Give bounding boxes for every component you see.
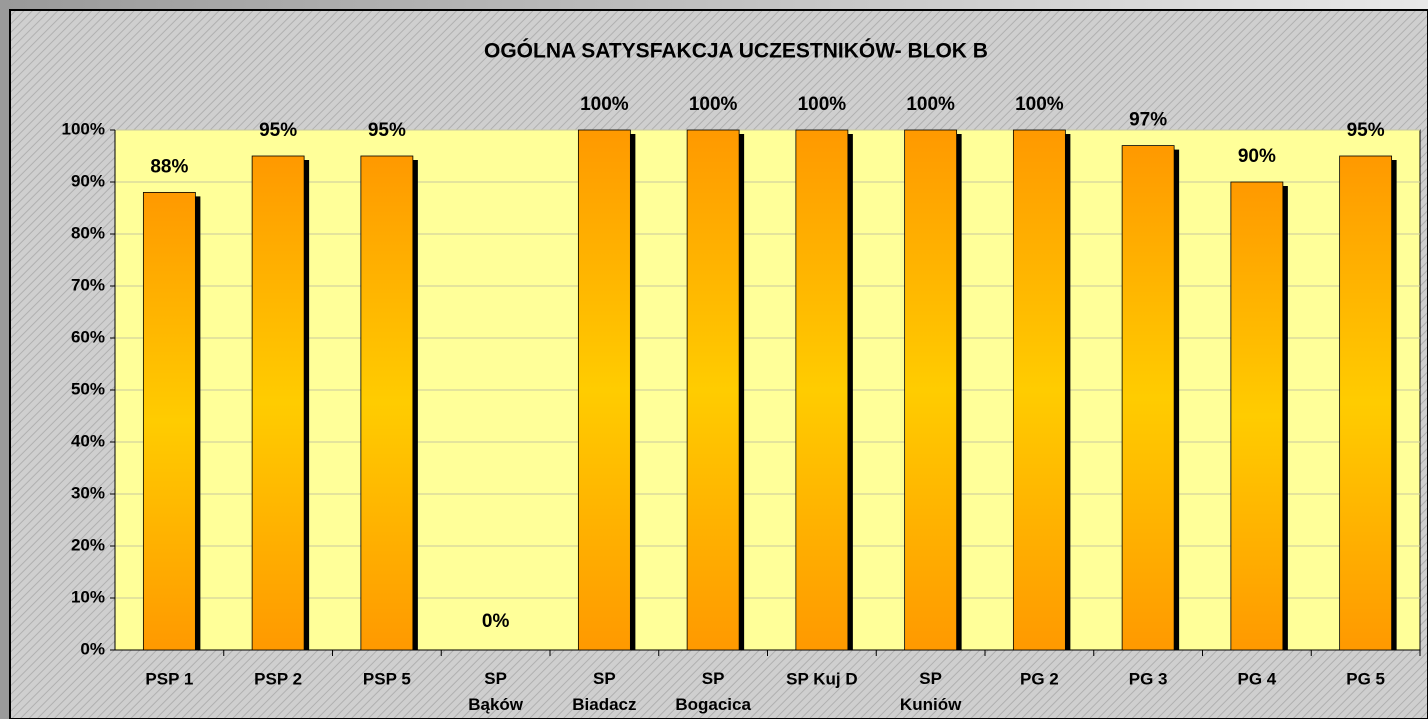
data-label: 100%	[1015, 94, 1064, 115]
bar	[1230, 181, 1284, 651]
data-label: 95%	[368, 120, 406, 141]
x-tick-label: SP Biadacz	[572, 669, 636, 714]
x-tick-label: SP Bąków	[468, 669, 524, 714]
x-tick-label: PG 3	[1129, 669, 1168, 688]
bar	[1121, 145, 1175, 651]
y-tick-label: 0%	[80, 639, 105, 658]
x-tick-label: PSP 5	[363, 669, 411, 688]
y-tick-label: 50%	[71, 379, 105, 398]
data-label: 95%	[259, 120, 297, 141]
bar	[904, 129, 958, 651]
data-label: 97%	[1129, 110, 1167, 131]
data-label: 90%	[1238, 146, 1276, 167]
x-tick-label: PG 2	[1020, 669, 1059, 688]
data-label: 100%	[906, 94, 955, 115]
x-tick-label: PSP 2	[254, 669, 302, 688]
data-label: 100%	[580, 94, 629, 115]
x-tick-label: SP Kuniów	[900, 669, 962, 714]
data-label: 0%	[482, 611, 510, 632]
data-label: 88%	[150, 156, 188, 177]
y-tick-label: 30%	[71, 483, 105, 502]
data-label: 95%	[1347, 120, 1385, 141]
y-tick-label: 10%	[71, 587, 105, 606]
y-tick-label: 80%	[71, 223, 105, 242]
chart-title: OGÓLNA SATYSFAKCJA UCZESTNIKÓW- BLOK B	[484, 39, 988, 63]
y-tick-label: 100%	[62, 119, 105, 138]
data-label: 100%	[689, 94, 738, 115]
x-tick-label: PG 5	[1346, 669, 1385, 688]
y-tick-label: 90%	[71, 171, 105, 190]
bar	[795, 129, 849, 651]
x-tick-label: PG 4	[1238, 669, 1277, 688]
bar	[251, 155, 305, 651]
bar	[577, 129, 631, 651]
bar	[686, 129, 740, 651]
data-label: 100%	[798, 94, 847, 115]
bar	[1339, 155, 1393, 651]
bar	[1012, 129, 1066, 651]
y-tick-label: 20%	[71, 535, 105, 554]
x-tick-label: PSP 1	[145, 669, 193, 688]
x-tick-label: SP Kuj D	[786, 669, 857, 688]
y-tick-label: 40%	[71, 431, 105, 450]
bar	[142, 191, 196, 651]
bar	[360, 155, 414, 651]
y-tick-label: 70%	[71, 275, 105, 294]
y-tick-label: 60%	[71, 327, 105, 346]
x-tick-label: SP Bogacica	[675, 669, 751, 714]
